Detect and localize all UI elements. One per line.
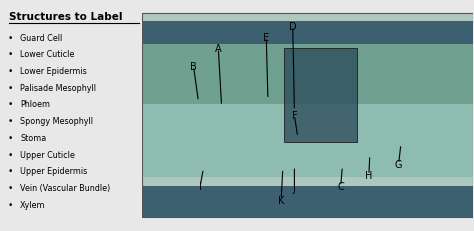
Text: •: •: [7, 117, 13, 126]
Text: •: •: [7, 167, 13, 176]
Text: •: •: [7, 83, 13, 92]
Text: I: I: [199, 182, 201, 191]
Bar: [142, 186, 473, 218]
Bar: [142, 45, 473, 104]
Text: Upper Cuticle: Upper Cuticle: [20, 150, 75, 159]
Text: Guard Cell: Guard Cell: [20, 33, 63, 43]
Text: G: G: [395, 159, 402, 169]
Text: •: •: [7, 150, 13, 159]
Text: Lower Cuticle: Lower Cuticle: [20, 50, 74, 59]
Text: D: D: [289, 22, 297, 32]
Bar: [142, 22, 473, 45]
Text: Lower Epidermis: Lower Epidermis: [20, 67, 87, 76]
Text: Phloem: Phloem: [20, 100, 50, 109]
Text: J: J: [293, 184, 296, 194]
Text: Palisade Mesophyll: Palisade Mesophyll: [20, 83, 96, 92]
Text: •: •: [7, 50, 13, 59]
Text: Spongy Mesophyll: Spongy Mesophyll: [20, 117, 93, 126]
Text: K: K: [278, 195, 284, 205]
Text: Structures to Label: Structures to Label: [9, 12, 122, 21]
Text: E: E: [263, 33, 269, 43]
Text: F: F: [292, 110, 297, 121]
Text: Upper Epidermis: Upper Epidermis: [20, 167, 88, 176]
Text: •: •: [7, 183, 13, 192]
Text: Stoma: Stoma: [20, 133, 46, 142]
Text: H: H: [365, 170, 373, 180]
Text: C: C: [337, 182, 344, 191]
Text: •: •: [7, 133, 13, 142]
Bar: [142, 104, 473, 178]
Bar: [284, 49, 357, 142]
Text: •: •: [7, 100, 13, 109]
Text: •: •: [7, 33, 13, 43]
Text: •: •: [7, 200, 13, 209]
Text: •: •: [7, 67, 13, 76]
Text: Xylem: Xylem: [20, 200, 46, 209]
Text: Vein (Vascular Bundle): Vein (Vascular Bundle): [20, 183, 110, 192]
Text: A: A: [215, 44, 222, 54]
Text: B: B: [190, 62, 197, 72]
